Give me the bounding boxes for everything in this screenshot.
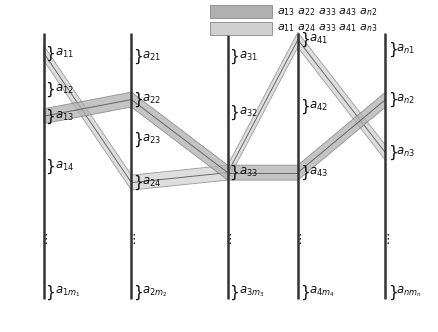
Text: $a_{13}$: $a_{13}$ (55, 110, 74, 123)
Text: $a_{11}\ a_{24}\ a_{33}\ a_{41}\ a_{n3}$: $a_{11}\ a_{24}\ a_{33}\ a_{41}\ a_{n3}$ (277, 22, 378, 34)
Text: $\vdots$: $\vdots$ (293, 232, 302, 246)
Text: $a_{32}$: $a_{32}$ (239, 106, 258, 120)
Text: }: } (46, 285, 55, 300)
Text: $a_{14}$: $a_{14}$ (55, 159, 74, 173)
Text: }: } (230, 285, 239, 300)
Text: $a_{21}$: $a_{21}$ (142, 50, 161, 63)
Text: $a_{2m_2}$: $a_{2m_2}$ (142, 285, 168, 299)
Text: $a_{nm_n}$: $a_{nm_n}$ (396, 285, 422, 299)
FancyBboxPatch shape (210, 22, 272, 35)
Text: }: } (133, 92, 143, 107)
Text: }: } (133, 175, 143, 190)
Text: $a_{13}\ a_{22}\ a_{33}\ a_{43}\ a_{n2}$: $a_{13}\ a_{22}\ a_{33}\ a_{43}\ a_{n2}$ (277, 6, 377, 18)
Text: $a_{3m_3}$: $a_{3m_3}$ (239, 285, 264, 299)
Text: $a_{33}$: $a_{33}$ (239, 166, 258, 179)
FancyBboxPatch shape (210, 5, 272, 18)
Text: $a_{31}$: $a_{31}$ (239, 50, 258, 63)
Text: }: } (133, 132, 143, 147)
Text: }: } (388, 42, 397, 57)
Text: $\vdots$: $\vdots$ (39, 232, 48, 246)
Text: }: } (388, 92, 397, 107)
Text: }: } (300, 285, 309, 300)
Text: $\vdots$: $\vdots$ (381, 232, 390, 246)
Text: $a_{1m_1}$: $a_{1m_1}$ (55, 285, 80, 299)
Text: $\vdots$: $\vdots$ (127, 232, 136, 246)
Text: }: } (388, 285, 397, 300)
Text: $a_{43}$: $a_{43}$ (309, 166, 328, 179)
Text: }: } (300, 99, 309, 114)
Text: $a_{n2}$: $a_{n2}$ (396, 93, 415, 106)
Text: }: } (46, 158, 55, 174)
Text: $a_{12}$: $a_{12}$ (55, 83, 74, 96)
Text: }: } (46, 109, 55, 124)
Text: $a_{n1}$: $a_{n1}$ (396, 43, 415, 56)
Text: $\vdots$: $\vdots$ (223, 232, 232, 246)
Polygon shape (44, 32, 385, 190)
Text: $a_{41}$: $a_{41}$ (309, 33, 328, 46)
Text: }: } (230, 49, 239, 64)
Polygon shape (44, 92, 385, 180)
Text: }: } (300, 165, 309, 180)
Text: $a_{23}$: $a_{23}$ (142, 133, 161, 146)
Text: }: } (230, 165, 239, 180)
Text: }: } (230, 105, 239, 121)
Text: $a_{42}$: $a_{42}$ (309, 100, 328, 113)
Text: }: } (46, 82, 55, 97)
Text: }: } (388, 145, 397, 160)
Text: }: } (46, 45, 55, 61)
Text: }: } (133, 49, 143, 64)
Text: $a_{24}$: $a_{24}$ (142, 176, 162, 189)
Text: }: } (300, 32, 309, 47)
Text: $a_{n3}$: $a_{n3}$ (396, 146, 415, 159)
Text: $a_{22}$: $a_{22}$ (142, 93, 161, 106)
Text: }: } (133, 285, 143, 300)
Text: $a_{4m_4}$: $a_{4m_4}$ (309, 285, 335, 299)
Text: $a_{11}$: $a_{11}$ (55, 46, 74, 60)
